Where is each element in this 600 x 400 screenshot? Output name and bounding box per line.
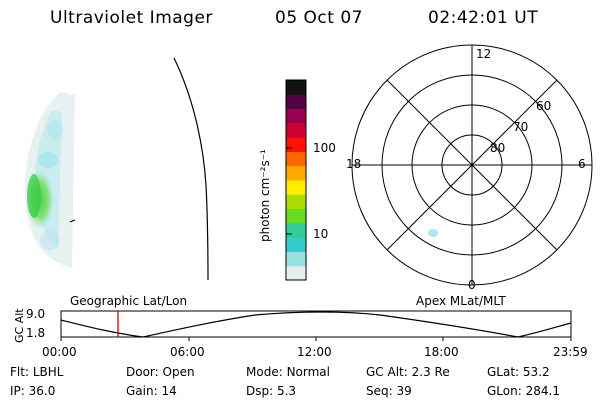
altitude-plot — [60, 310, 572, 341]
dayside-emission — [25, 92, 75, 268]
lat-label-60: 60 — [536, 99, 552, 113]
polar-emission-spot — [428, 229, 438, 237]
status-ip: IP: 36.0 — [10, 384, 56, 398]
altitude-tick-max: 9.0 — [26, 307, 46, 321]
colorbar-swatch — [286, 122, 306, 138]
colorbar-swatch — [286, 265, 306, 281]
status-glat: GLat: 53.2 — [487, 365, 550, 379]
time-tick-2: 12:00 — [297, 345, 332, 359]
altitude-tick-min: 1.8 — [26, 326, 46, 340]
colorbar-swatch — [286, 237, 306, 252]
colorbar-tick-10: 10 — [313, 227, 329, 241]
mlt-label-12: 12 — [476, 47, 492, 61]
time-tick-1: 06:00 — [170, 345, 205, 359]
colorbar-swatch — [286, 180, 306, 195]
mlt-label-18: 18 — [346, 157, 362, 171]
status-glon: GLon: 284.1 — [487, 384, 560, 398]
altitude-axis-label: GC Alt — [13, 308, 26, 343]
status-gc-alt: GC Alt: 2.3 Re — [366, 365, 450, 379]
earth-limb-line — [173, 57, 209, 281]
time-tick-0: 00:00 — [42, 345, 77, 359]
colorbar-swatch — [286, 108, 306, 124]
colorbar-swatch — [286, 208, 306, 224]
colorbar-swatch — [286, 94, 306, 110]
lat-label-80: 80 — [490, 141, 506, 155]
colorbar-swatch — [286, 137, 306, 152]
time-tick-4: 23:59 — [553, 345, 588, 359]
mlt-label-0: 0 — [468, 278, 476, 292]
instrument-title: Ultraviolet Imager — [50, 8, 213, 28]
date-label: 05 Oct 07 — [275, 8, 363, 28]
colorbar-swatch — [286, 80, 306, 95]
status-dsp: Dsp: 5.3 — [246, 384, 297, 398]
geographic-title: Geographic Lat/Lon — [70, 294, 188, 308]
status-door: Door: Open — [126, 365, 195, 379]
time-label: 02:42:01 UT — [428, 8, 539, 28]
colorbar-swatch — [286, 151, 306, 167]
apex-title: Apex MLat/MLT — [416, 294, 506, 308]
colorbar-swatch — [286, 165, 306, 181]
colorbar-swatch — [286, 222, 306, 238]
lat-label-70: 70 — [513, 120, 529, 134]
colorbar-unit-label: photon cm⁻²s⁻¹ — [258, 149, 272, 242]
colorbar — [285, 79, 307, 281]
image-mark — [69, 219, 76, 223]
status-gain: Gain: 14 — [126, 384, 177, 398]
time-tick-3: 18:00 — [424, 345, 459, 359]
altitude-curve — [60, 311, 572, 338]
mlt-label-6: 6 — [578, 157, 586, 171]
colorbar-tick-100: 100 — [313, 141, 336, 155]
colorbar-swatch — [286, 194, 306, 210]
polar-plot — [351, 44, 593, 286]
status-seq: Seq: 39 — [366, 384, 412, 398]
status-mode: Mode: Normal — [246, 365, 330, 379]
colorbar-swatch — [286, 251, 306, 267]
status-filter: Flt: LBHL — [10, 365, 64, 379]
